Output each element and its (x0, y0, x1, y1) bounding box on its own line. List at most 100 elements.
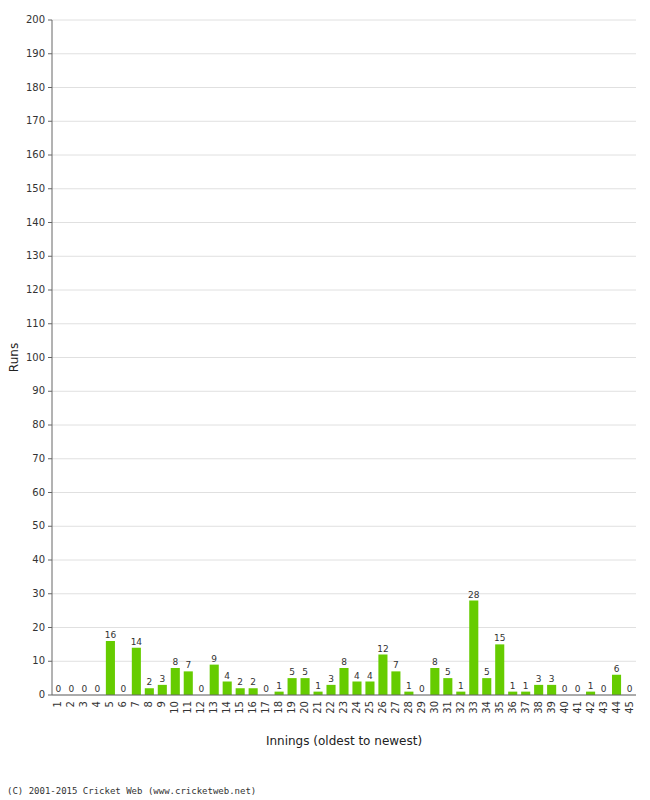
grid-line (52, 155, 636, 156)
bar (301, 678, 310, 695)
y-tick (48, 560, 52, 561)
bar (249, 688, 258, 695)
y-tick (48, 458, 52, 459)
x-tick-label: 27 (390, 701, 401, 714)
x-tick-label: 12 (195, 701, 206, 714)
bars (106, 601, 621, 696)
y-tick-label: 90 (32, 385, 45, 396)
x-tick-label: 24 (351, 701, 362, 714)
data-label: 16 (105, 630, 117, 640)
y-tick-label: 140 (26, 217, 45, 228)
chart-container: 0102030405060708090100110120130140150160… (0, 0, 650, 800)
data-label: 1 (523, 681, 529, 691)
x-tick-label: 33 (468, 701, 479, 714)
bar (223, 682, 232, 696)
y-tick-label: 50 (32, 520, 45, 531)
y-tick (48, 425, 52, 426)
grid-line (52, 458, 636, 459)
data-label: 7 (185, 660, 191, 670)
data-label: 5 (445, 667, 451, 677)
x-tick-label: 44 (611, 701, 622, 714)
grid-line (52, 695, 636, 696)
x-tick-label: 25 (364, 701, 375, 714)
x-tick-label: 41 (572, 701, 583, 714)
bar (586, 692, 595, 695)
chart: 0102030405060708090100110120130140150160… (0, 0, 650, 800)
x-tick-label: 21 (312, 701, 323, 714)
y-tick (48, 222, 52, 223)
y-tick (48, 87, 52, 88)
bar (482, 678, 491, 695)
x-tick-label: 30 (429, 701, 440, 714)
bar (171, 668, 180, 695)
x-tick-label: 18 (273, 701, 284, 714)
y-tick (48, 357, 52, 358)
x-tick-label: 32 (455, 701, 466, 714)
bar (236, 688, 245, 695)
x-tick-label: 37 (520, 701, 531, 714)
bar (275, 692, 284, 695)
y-tick (48, 290, 52, 291)
grid-line (52, 593, 636, 594)
data-label: 12 (377, 644, 388, 654)
y-tick-label: 110 (26, 318, 45, 329)
data-label: 0 (419, 684, 425, 694)
x-tick-label: 22 (325, 701, 336, 714)
bar (158, 685, 167, 695)
y-tick-label: 20 (32, 622, 45, 633)
grid-line (52, 20, 636, 21)
y-axis-label: Runs (7, 343, 21, 372)
data-label: 0 (69, 684, 75, 694)
y-tick (48, 20, 52, 21)
grid-line (52, 357, 636, 358)
x-tick-label: 9 (156, 701, 167, 707)
data-label: 3 (536, 674, 542, 684)
grid (52, 20, 636, 695)
y-axis: 0102030405060708090100110120130140150160… (26, 14, 52, 700)
x-tick-label: 2 (65, 701, 76, 707)
y-tick (48, 391, 52, 392)
data-label: 0 (198, 684, 204, 694)
data-label: 28 (468, 590, 480, 600)
x-tick-label: 39 (546, 701, 557, 714)
data-label: 5 (302, 667, 308, 677)
data-label: 0 (56, 684, 62, 694)
data-label: 2 (250, 677, 256, 687)
y-tick-label: 120 (26, 284, 45, 295)
data-label: 4 (367, 671, 373, 681)
data-label: 1 (315, 681, 321, 691)
data-label: 0 (627, 684, 633, 694)
grid-line (52, 391, 636, 392)
grid-line (52, 87, 636, 88)
x-tick-label: 31 (442, 701, 453, 714)
x-tick-label: 29 (416, 701, 427, 714)
y-tick-label: 190 (26, 48, 45, 59)
grid-line (52, 492, 636, 493)
y-tick (48, 53, 52, 54)
x-tick-label: 38 (533, 701, 544, 714)
data-labels: 0000160142387094220155138441271085128515… (56, 590, 633, 695)
data-label: 1 (458, 681, 464, 691)
grid-line (52, 121, 636, 122)
y-tick-label: 10 (32, 655, 45, 666)
y-tick-label: 150 (26, 183, 45, 194)
grid-line (52, 53, 636, 54)
y-tick (48, 661, 52, 662)
bar (508, 692, 517, 695)
x-tick-label: 17 (260, 701, 271, 714)
bar (378, 655, 387, 696)
data-label: 6 (614, 664, 620, 674)
x-tick-label: 19 (286, 701, 297, 714)
x-tick-label: 20 (299, 701, 310, 714)
data-label: 3 (159, 674, 165, 684)
data-label: 1 (406, 681, 412, 691)
x-tick-label: 5 (104, 701, 115, 707)
y-tick-label: 160 (26, 149, 45, 160)
data-label: 3 (328, 674, 334, 684)
bar (404, 692, 413, 695)
y-tick (48, 627, 52, 628)
y-tick (48, 593, 52, 594)
bar (547, 685, 556, 695)
x-tick-label: 15 (234, 701, 245, 714)
data-label: 7 (393, 660, 399, 670)
